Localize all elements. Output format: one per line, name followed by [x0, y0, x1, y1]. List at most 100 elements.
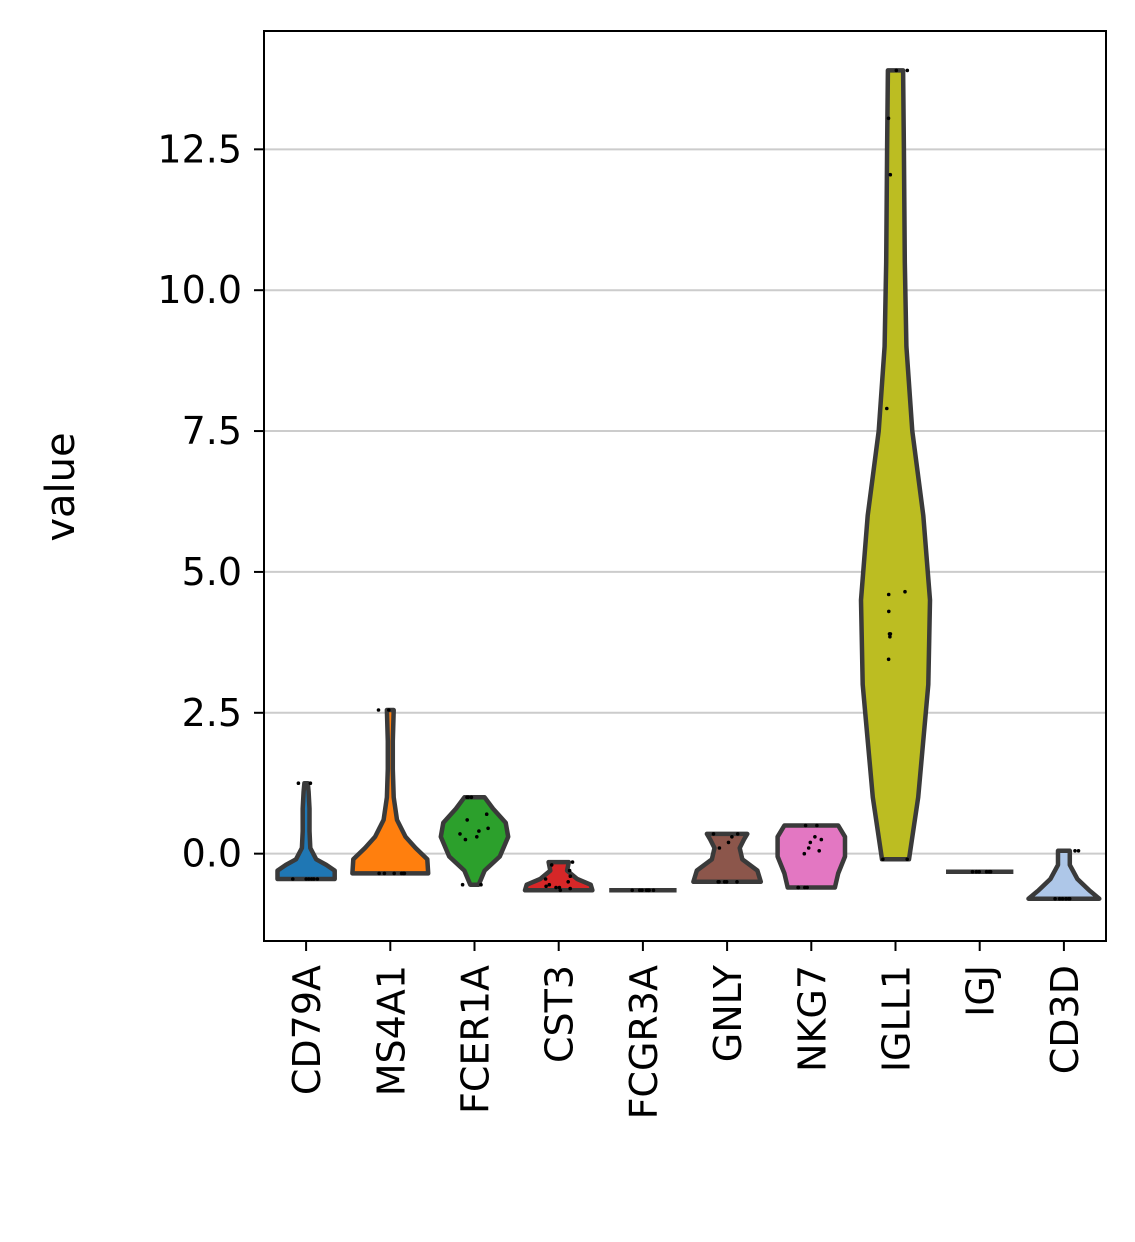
y-axis-label: value: [38, 432, 84, 541]
violin-MS4A1: [350, 707, 431, 876]
x-tick-label-GNLY: GNLY: [706, 964, 750, 1062]
data-point-IGLL1: [885, 406, 889, 411]
data-point-CD79A: [307, 877, 311, 881]
data-point-GNLY: [717, 846, 722, 850]
data-point-IGLL1: [905, 68, 910, 73]
points-layer: [291, 68, 1081, 901]
data-point-GNLY: [726, 840, 731, 845]
data-point-FCER1A: [484, 812, 489, 816]
data-point-FCER1A: [463, 837, 468, 842]
data-point-CD3D: [1076, 849, 1081, 853]
data-point-MS4A1: [401, 871, 406, 876]
data-point-GNLY: [735, 832, 740, 836]
data-point-FCER1A: [465, 818, 470, 822]
data-point-FCER1A: [458, 832, 462, 836]
data-point-FCER1A: [460, 882, 465, 887]
data-point-NKG7: [813, 835, 817, 839]
data-point-CST3: [570, 860, 575, 864]
data-point-FCGR3A: [640, 888, 644, 893]
x-tick-label-MS4A1: MS4A1: [369, 965, 413, 1096]
data-point-FCER1A: [475, 835, 479, 839]
data-point-IGLL1: [903, 589, 907, 594]
violin-IGLL1: [858, 68, 933, 862]
data-point-IGLL1: [888, 172, 893, 177]
data-point-CD3D: [1060, 896, 1065, 901]
data-point-IGJ: [987, 869, 992, 874]
violin-CST3: [522, 859, 595, 893]
data-point-IGLL1: [894, 68, 899, 73]
data-point-CST3: [554, 885, 558, 890]
data-point-FCER1A: [477, 829, 481, 833]
x-tick-label-FCGR3A: FCGR3A: [622, 965, 666, 1119]
data-point-IGLL1: [886, 592, 891, 597]
data-point-NKG7: [815, 823, 819, 828]
y-tick-label: 7.5: [182, 409, 242, 453]
data-point-CD3D: [1064, 896, 1068, 901]
y-tick-label: 12.5: [157, 127, 242, 171]
data-point-GNLY: [716, 880, 720, 884]
data-point-IGLL1: [886, 116, 891, 121]
data-point-MS4A1: [382, 871, 387, 876]
data-point-CD79A: [304, 877, 309, 881]
violin-FCER1A: [438, 795, 511, 887]
y-tick-label: 5.0: [182, 550, 242, 594]
data-point-NKG7: [808, 840, 813, 845]
data-point-NKG7: [819, 837, 824, 842]
data-point-CD3D: [1057, 896, 1062, 901]
data-point-CD79A: [296, 781, 301, 785]
data-point-IGLL1: [888, 634, 892, 639]
data-point-GNLY: [722, 880, 727, 884]
data-point-IGLL1: [887, 632, 892, 636]
data-point-CD3D: [1053, 896, 1057, 901]
data-point-IGLL1: [887, 609, 891, 614]
data-point-NKG7: [796, 885, 800, 890]
data-point-CST3: [568, 874, 573, 878]
data-point-CST3: [567, 868, 572, 873]
axes-layer: 0.0 2.5 5.0 7.5 10.0 12.5 CD79A MS4A1 FCER1A CST3…: [157, 30, 1107, 1119]
data-point-MS4A1: [376, 708, 381, 712]
data-point-IGLL1: [881, 857, 885, 862]
data-point-FCER1A: [486, 826, 490, 831]
violin-NKG7: [775, 823, 848, 890]
data-point-CD3D: [1073, 849, 1077, 853]
data-point-NKG7: [806, 846, 811, 850]
data-point-CD79A: [308, 781, 313, 785]
x-tick-label-NKG7: NKG7: [790, 965, 834, 1072]
data-point-CST3: [549, 863, 554, 867]
violin-GNLY: [691, 831, 764, 885]
data-point-IGLL1: [886, 657, 891, 662]
data-point-IGJ: [977, 869, 981, 874]
data-point-MS4A1: [387, 708, 391, 712]
data-point-MS4A1: [377, 871, 381, 876]
data-point-CD79A: [315, 877, 320, 881]
data-point-NKG7: [803, 823, 808, 828]
data-point-IGLL1: [905, 857, 909, 862]
x-tick-label-CST3: CST3: [538, 965, 582, 1063]
x-tick-label-CD79A: CD79A: [285, 965, 329, 1095]
data-point-GNLY: [735, 880, 739, 884]
y-tick-label: 10.0: [157, 268, 242, 312]
violin-CD3D: [1026, 848, 1102, 901]
data-point-FCGR3A: [630, 888, 634, 893]
data-point-IGJ: [974, 869, 979, 874]
data-point-FCER1A: [479, 882, 483, 887]
data-point-FCGR3A: [646, 888, 651, 893]
data-point-CST3: [566, 880, 570, 884]
data-point-CST3: [547, 882, 552, 887]
data-point-GNLY: [730, 835, 734, 839]
data-point-FCER1A: [469, 795, 474, 800]
x-tick-label-IGLL1: IGLL1: [875, 965, 919, 1072]
data-point-NKG7: [817, 849, 821, 853]
x-tick-label-FCER1A: FCER1A: [454, 965, 498, 1114]
data-point-CD3D: [1067, 896, 1072, 901]
violin-layer: [275, 68, 1102, 901]
data-point-CST3: [558, 888, 563, 893]
x-tick-label-CD3D: CD3D: [1043, 965, 1087, 1074]
data-point-CST3: [543, 877, 548, 881]
data-point-CST3: [544, 884, 548, 889]
data-point-CD79A: [309, 877, 314, 881]
data-point-FCER1A: [465, 795, 469, 800]
